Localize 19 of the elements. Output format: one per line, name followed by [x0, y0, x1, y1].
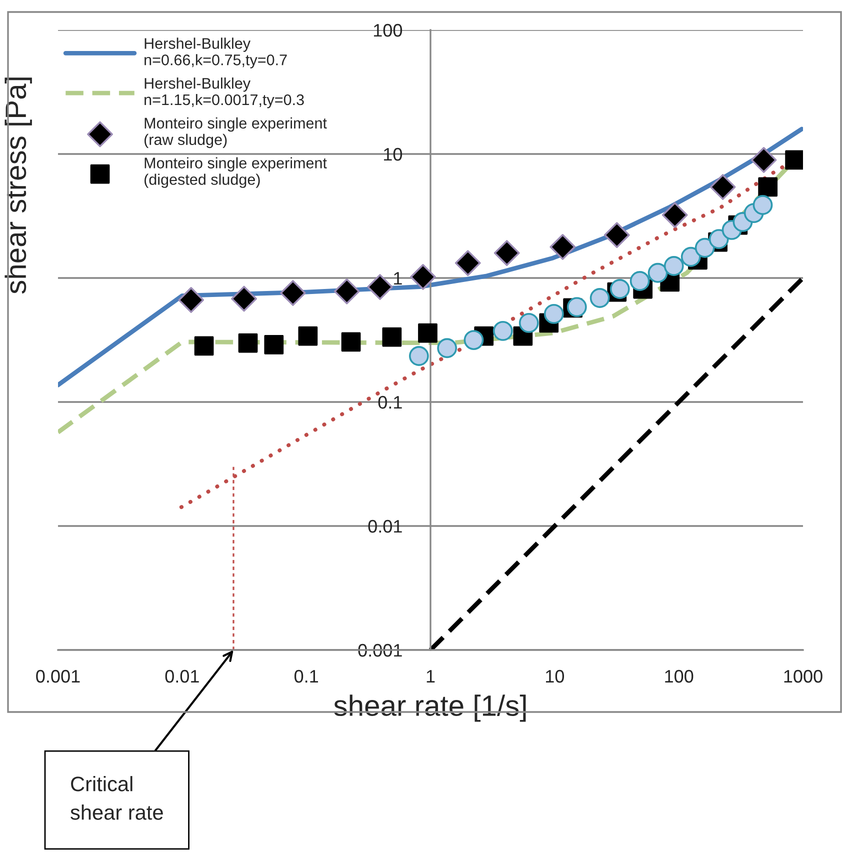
- annotation: Critical shear rate: [70, 776, 163, 820]
- y-tick-label: 0.1: [378, 396, 402, 409]
- y-tick-label: 1: [394, 272, 402, 285]
- y-tick-label: 0.01: [368, 520, 402, 533]
- legend-label: Monteiro single experiment (raw sludge): [144, 117, 327, 148]
- x-tick-label: 1: [426, 670, 435, 683]
- x-tick-label: 0.01: [165, 670, 199, 683]
- x-tick-label: 0.001: [36, 670, 80, 683]
- x-tick-label: 1000: [784, 670, 822, 683]
- y-tick-label: 100: [374, 24, 402, 37]
- x-tick-label: 100: [665, 670, 694, 683]
- x-tick-label: 10: [546, 670, 564, 683]
- x-tick-label: 0.1: [294, 670, 318, 683]
- x-axis-title: shear rate [1/s]: [334, 694, 526, 722]
- y-axis-title: shear stress [Pa]: [4, 78, 32, 294]
- legend-label: Hershel-Bulkley n=0.66,k=0.75,ty=0.7: [144, 38, 287, 68]
- y-tick-label: 10: [384, 148, 402, 161]
- legend-label: Hershel-Bulkley n=1.15,k=0.0017,ty=0.3: [144, 78, 304, 108]
- legend-label: Monteiro single experiment (digested sludge): [144, 157, 327, 188]
